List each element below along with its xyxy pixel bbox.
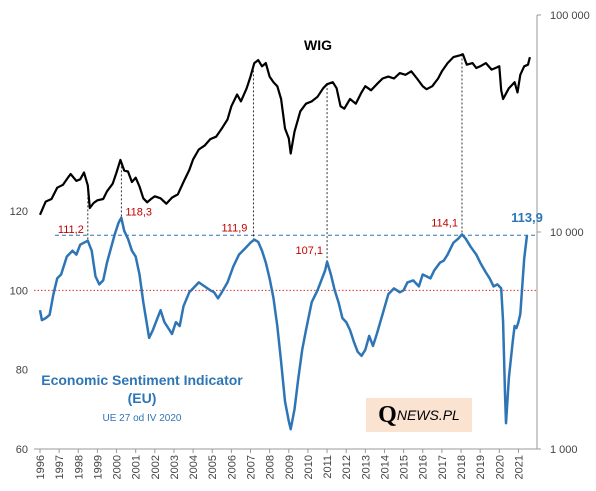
esi-series-line (38, 216, 529, 431)
x-tick-label: 2001 (131, 455, 143, 479)
x-tick-label: 2006 (226, 455, 238, 479)
x-tick-label: 2014 (379, 455, 391, 479)
left-tick-label: 80 (16, 365, 28, 377)
x-tick-label: 2021 (513, 455, 525, 479)
peak-value-label: 114,1 (431, 217, 458, 229)
x-tick-label: 2017 (437, 455, 449, 479)
esi-title-line1: Economic Sentiment Indicator (41, 372, 243, 388)
wig-series-line (38, 53, 531, 216)
left-tick-label: 120 (10, 206, 28, 218)
chart-axes: 1996 1997 1998 1999 2000 2001 2002 2003 2004 2005… (10, 10, 590, 479)
logo-text: NEWS.PL (396, 407, 460, 423)
peak-dotted-lines (87, 54, 463, 262)
peak-value-label: 111,2 (58, 224, 84, 236)
esi-subtitle: UE 27 od IV 2020 (103, 413, 182, 424)
x-tick-label: 2012 (341, 455, 353, 479)
logo-letter: Q (378, 401, 397, 428)
x-tick-label: 2005 (207, 455, 219, 479)
x-tick-label: 2009 (284, 455, 296, 479)
right-tick-label: 100 000 (550, 10, 590, 22)
x-tick-label: 2020 (494, 455, 506, 479)
right-tick-label: 1 000 (550, 444, 578, 456)
x-tick-label: 2000 (112, 455, 124, 479)
x-tick-label: 1998 (73, 455, 85, 479)
x-tick-label: 2015 (399, 455, 411, 479)
x-tick-label: 2003 (169, 455, 181, 479)
x-tick-label: 2011 (322, 455, 334, 479)
x-tick-label: 2007 (246, 455, 258, 479)
x-tick-label: 2010 (303, 455, 315, 479)
x-tick-label: 2019 (475, 455, 487, 479)
x-tick-label: 2004 (188, 455, 200, 479)
left-tick-label: 100 (10, 285, 28, 297)
x-tick-label: 1997 (54, 455, 66, 479)
x-tick-label: 2002 (150, 455, 162, 479)
peak-value-label: 111,9 (221, 223, 247, 235)
peak-value-label: 107,1 (296, 245, 324, 257)
series-lines (38, 53, 531, 431)
peak-value-label: 118,3 (125, 207, 152, 219)
chart-labels: 111,2 118,3 111,9 107,1 114,1 (58, 207, 458, 257)
x-tick-label: 2013 (360, 455, 372, 479)
esi-title-line2: (EU) (128, 390, 157, 406)
last-value-label: 113,9 (511, 210, 543, 225)
x-tick-label: 1996 (35, 455, 47, 479)
wig-title: WIG (304, 37, 332, 53)
qnews-logo: Q NEWS.PL (366, 398, 472, 432)
x-tick-label: 2018 (456, 455, 468, 479)
x-tick-label: 2016 (418, 455, 430, 479)
reference-lines (34, 234, 537, 291)
x-tick-label: 1999 (92, 455, 104, 479)
left-tick-label: 60 (16, 444, 28, 456)
right-tick-label: 10 000 (550, 227, 584, 239)
x-tick-label: 2008 (265, 455, 277, 479)
